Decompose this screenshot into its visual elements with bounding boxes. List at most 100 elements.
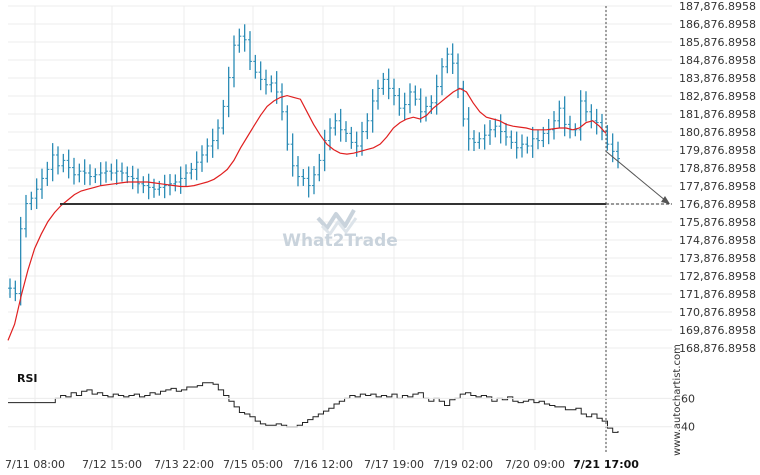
- price-bar: [77, 163, 82, 183]
- price-bar: [88, 164, 92, 186]
- price-bar: [616, 141, 620, 169]
- price-bar: [477, 132, 482, 149]
- price-bar: [200, 145, 204, 172]
- y-tick-label: 172,876.8958: [679, 270, 756, 283]
- price-bar: [98, 162, 103, 186]
- price-bar: [178, 166, 183, 194]
- price-bar: [82, 159, 87, 185]
- price-bar: [376, 79, 380, 110]
- price-bar: [488, 120, 492, 145]
- price-bar: [536, 130, 540, 150]
- y-tick-label: 168,876.8958: [679, 342, 756, 355]
- price-bar: [424, 96, 428, 122]
- price-bar: [493, 118, 498, 138]
- price-bar: [578, 90, 583, 141]
- y-tick-label: 183,876.8958: [679, 72, 756, 85]
- price-bar: [248, 31, 252, 71]
- price-bar: [306, 166, 311, 198]
- price-bar: [173, 174, 178, 192]
- price-bar: [237, 28, 242, 53]
- price-bar: [594, 108, 599, 135]
- price-bar: [205, 138, 210, 163]
- price-bar: [125, 166, 130, 184]
- price-bar: [466, 107, 471, 151]
- price-bar: [34, 178, 39, 209]
- y-tick-label: 181,876.8958: [679, 108, 756, 121]
- rsi-label: RSI: [17, 372, 38, 385]
- price-bar: [210, 128, 215, 158]
- price-bar: [274, 71, 279, 104]
- price-bar: [397, 88, 402, 116]
- price-bar: [413, 85, 418, 106]
- price-bar: [120, 162, 124, 182]
- price-bar: [530, 126, 535, 158]
- grid: [8, 5, 672, 450]
- price-bar: [93, 168, 98, 184]
- price-bar: [360, 121, 364, 156]
- price-bar: [498, 114, 503, 144]
- price-bar: [194, 151, 199, 181]
- price-bar: [8, 278, 12, 298]
- price-bar: [552, 111, 556, 140]
- price-bar: [317, 153, 322, 182]
- price-bar: [146, 173, 151, 200]
- x-tick-label: 7/19 02:00: [433, 458, 493, 471]
- x-tick-label: 7/20 09:00: [505, 458, 565, 471]
- price-bar: [589, 104, 594, 129]
- moving-average-line: [7, 87, 607, 341]
- price-bar: [525, 136, 530, 154]
- price-bar: [386, 68, 391, 100]
- y-tick-label: 177,876.8958: [679, 180, 756, 193]
- price-bar: [253, 54, 258, 79]
- x-tick-label: 7/21 17:00: [573, 458, 639, 471]
- price-bar: [381, 72, 386, 95]
- y-tick-label: 176,876.8958: [679, 198, 756, 211]
- price-bar: [104, 161, 108, 183]
- price-bar: [189, 162, 194, 180]
- y-tick-label: 174,876.8958: [679, 234, 756, 247]
- price-bar: [29, 191, 34, 211]
- x-tick-label: 7/15 05:00: [223, 458, 283, 471]
- price-bar: [482, 124, 487, 150]
- price-bar: [584, 91, 588, 122]
- autochartist-url: www.autochartist.com: [672, 344, 683, 456]
- x-tick-label: 7/13 22:00: [154, 458, 214, 471]
- watermark-text: What2Trade: [282, 231, 398, 251]
- x-tick-label: 7/11 08:00: [5, 458, 65, 471]
- price-bar: [472, 130, 476, 152]
- price-bar: [216, 119, 220, 150]
- y-tick-label: 175,876.8958: [679, 216, 756, 229]
- y-tick-label: 185,876.8958: [679, 36, 756, 49]
- y-tick-label: 187,876.8958: [679, 0, 756, 13]
- price-bar: [18, 216, 23, 306]
- forecast-arrow-head-icon: [661, 196, 670, 204]
- x-tick-label: 7/12 15:00: [82, 458, 142, 471]
- price-bar: [520, 134, 524, 158]
- price-bar: [392, 78, 396, 106]
- price-bar: [333, 113, 338, 136]
- y-axis-labels: 187,876.8958 186,876.8958 185,876.8958 184,…: [679, 0, 756, 355]
- watermark-logo-icon: [316, 209, 358, 236]
- y-tick-label: 170,876.8958: [679, 306, 756, 319]
- price-bar: [344, 121, 348, 143]
- price-bar: [162, 174, 167, 199]
- rsi-tick-label: 60: [681, 392, 695, 405]
- price-bar: [557, 100, 562, 129]
- price-bar: [66, 149, 71, 179]
- rsi-line: [8, 382, 619, 433]
- y-tick-label: 179,876.8958: [679, 144, 756, 157]
- price-bar: [349, 126, 354, 149]
- price-bar: [72, 157, 76, 185]
- price-bar: [562, 96, 567, 137]
- price-bar: [136, 168, 140, 194]
- x-axis-labels: 7/11 08:00 7/12 15:00 7/13 22:00 7/15 05:00…: [5, 458, 639, 471]
- y-tick-label: 171,876.8958: [679, 288, 756, 301]
- price-bar: [301, 169, 306, 186]
- price-bar: [370, 89, 375, 133]
- price-bar: [264, 69, 268, 95]
- price-bar: [312, 166, 316, 195]
- price-bar: [445, 47, 450, 74]
- price-bar: [141, 176, 146, 194]
- y-tick-label: 169,876.8958: [679, 324, 756, 337]
